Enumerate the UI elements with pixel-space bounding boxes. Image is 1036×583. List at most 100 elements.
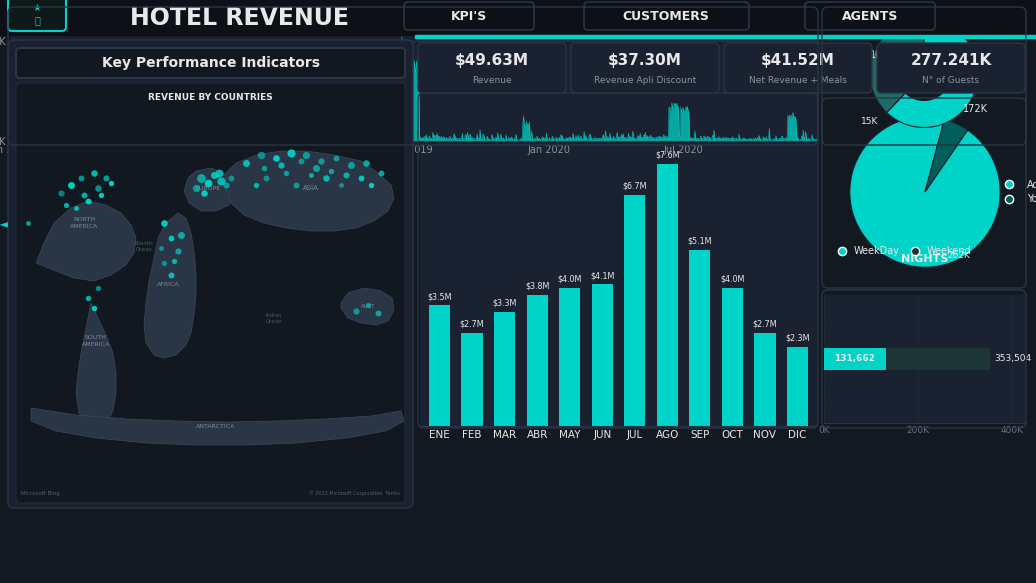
Title: ADULTS AND YOUNGER: ADULTS AND YOUNGER bbox=[854, 82, 997, 92]
Wedge shape bbox=[850, 117, 1000, 267]
Text: NORTH
AMERICA: NORTH AMERICA bbox=[69, 217, 98, 229]
Point bbox=[283, 148, 299, 157]
Text: 105K: 105K bbox=[870, 50, 895, 68]
Title: REVENUE BY MONTH: REVENUE BY MONTH bbox=[546, 77, 691, 90]
Text: REVENUE BY COUNTRIES: REVENUE BY COUNTRIES bbox=[148, 93, 272, 102]
Point bbox=[258, 173, 275, 182]
FancyBboxPatch shape bbox=[724, 43, 872, 93]
Point bbox=[86, 303, 103, 312]
Point bbox=[308, 163, 324, 173]
Point bbox=[333, 180, 349, 189]
FancyBboxPatch shape bbox=[584, 2, 749, 30]
Point bbox=[196, 188, 212, 198]
Point bbox=[92, 190, 109, 199]
Text: $2.7M: $2.7M bbox=[460, 319, 485, 329]
Point bbox=[163, 233, 179, 243]
Point bbox=[80, 293, 96, 303]
Point bbox=[373, 168, 390, 178]
Bar bbox=[0, 0, 1036, 35]
Text: Net Revenue + Meals: Net Revenue + Meals bbox=[749, 76, 847, 85]
FancyBboxPatch shape bbox=[805, 2, 936, 30]
Point bbox=[327, 153, 344, 163]
Polygon shape bbox=[31, 408, 404, 445]
Point bbox=[103, 178, 119, 188]
Point bbox=[256, 163, 272, 173]
Text: ★
🏢: ★ 🏢 bbox=[32, 3, 41, 25]
Text: ASIA: ASIA bbox=[304, 185, 319, 191]
Text: $4.1M: $4.1M bbox=[591, 271, 614, 280]
Text: 277.241K: 277.241K bbox=[911, 53, 991, 68]
Point bbox=[53, 188, 69, 198]
Text: EUROPE: EUROPE bbox=[196, 185, 221, 191]
Text: AGENTS: AGENTS bbox=[842, 9, 898, 23]
Title: RESERVATIONS BY DAY: RESERVATIONS BY DAY bbox=[338, 0, 490, 6]
Text: SOUTH
AMERICA: SOUTH AMERICA bbox=[82, 335, 110, 347]
Point bbox=[348, 306, 365, 315]
Text: Atlantic
Ocean: Atlantic Ocean bbox=[134, 241, 154, 252]
Point bbox=[359, 300, 376, 310]
Point bbox=[90, 283, 107, 293]
Text: $6.7M: $6.7M bbox=[623, 181, 648, 191]
FancyBboxPatch shape bbox=[8, 40, 413, 508]
Point bbox=[90, 183, 107, 192]
Text: Key Performance Indicators: Key Performance Indicators bbox=[102, 56, 319, 70]
Point bbox=[338, 170, 354, 180]
Text: $49.63M: $49.63M bbox=[455, 53, 529, 68]
FancyBboxPatch shape bbox=[877, 43, 1025, 93]
Bar bbox=[754, 333, 776, 426]
Point bbox=[73, 173, 89, 182]
Point bbox=[200, 178, 217, 188]
FancyBboxPatch shape bbox=[418, 43, 566, 93]
Point bbox=[363, 180, 379, 189]
Text: $5.1M: $5.1M bbox=[688, 237, 712, 246]
Point bbox=[237, 159, 254, 168]
Bar bbox=[461, 333, 483, 426]
Point bbox=[272, 160, 289, 170]
FancyBboxPatch shape bbox=[8, 0, 66, 31]
Text: $7.6M: $7.6M bbox=[655, 150, 680, 160]
Text: CUSTOMERS: CUSTOMERS bbox=[623, 9, 710, 23]
Wedge shape bbox=[870, 19, 924, 113]
Text: KPI'S: KPI'S bbox=[451, 9, 487, 23]
Bar bbox=[625, 195, 645, 426]
Point bbox=[170, 247, 186, 256]
Wedge shape bbox=[925, 120, 968, 192]
FancyBboxPatch shape bbox=[571, 43, 719, 93]
FancyBboxPatch shape bbox=[16, 83, 405, 503]
Text: $3.8M: $3.8M bbox=[525, 282, 549, 291]
Point bbox=[173, 230, 190, 240]
Text: ►: ► bbox=[0, 218, 8, 228]
Point bbox=[343, 160, 359, 170]
Bar bbox=[592, 285, 613, 426]
Bar bbox=[824, 348, 990, 370]
Point bbox=[193, 173, 209, 182]
Point bbox=[253, 150, 269, 160]
Wedge shape bbox=[887, 19, 978, 128]
Point bbox=[352, 173, 369, 182]
Point bbox=[318, 173, 335, 182]
Point bbox=[303, 170, 319, 180]
Point bbox=[188, 183, 204, 192]
Point bbox=[58, 201, 75, 210]
Text: 131,662: 131,662 bbox=[834, 354, 875, 363]
Bar bbox=[494, 312, 515, 426]
Text: $3.3M: $3.3M bbox=[492, 299, 517, 308]
Bar bbox=[824, 348, 886, 370]
Text: Indian
Ocean: Indian Ocean bbox=[265, 313, 283, 324]
Point bbox=[76, 190, 92, 199]
Text: 262K: 262K bbox=[939, 251, 971, 260]
Point bbox=[223, 173, 239, 182]
Text: AFRICA: AFRICA bbox=[156, 283, 179, 287]
Point bbox=[297, 150, 314, 160]
Point bbox=[278, 168, 294, 178]
Text: $4.0M: $4.0M bbox=[557, 275, 582, 284]
Text: © 2023 Microsoft Corporation  Terms: © 2023 Microsoft Corporation Terms bbox=[309, 490, 400, 496]
Point bbox=[163, 271, 179, 280]
Point bbox=[212, 176, 229, 185]
Text: 172K: 172K bbox=[956, 101, 988, 114]
Point bbox=[206, 170, 223, 180]
Bar bbox=[787, 346, 808, 426]
Bar bbox=[526, 295, 548, 426]
Legend: Adults, Younger: Adults, Younger bbox=[996, 175, 1036, 208]
Text: ANTARCTICA: ANTARCTICA bbox=[196, 423, 235, 429]
